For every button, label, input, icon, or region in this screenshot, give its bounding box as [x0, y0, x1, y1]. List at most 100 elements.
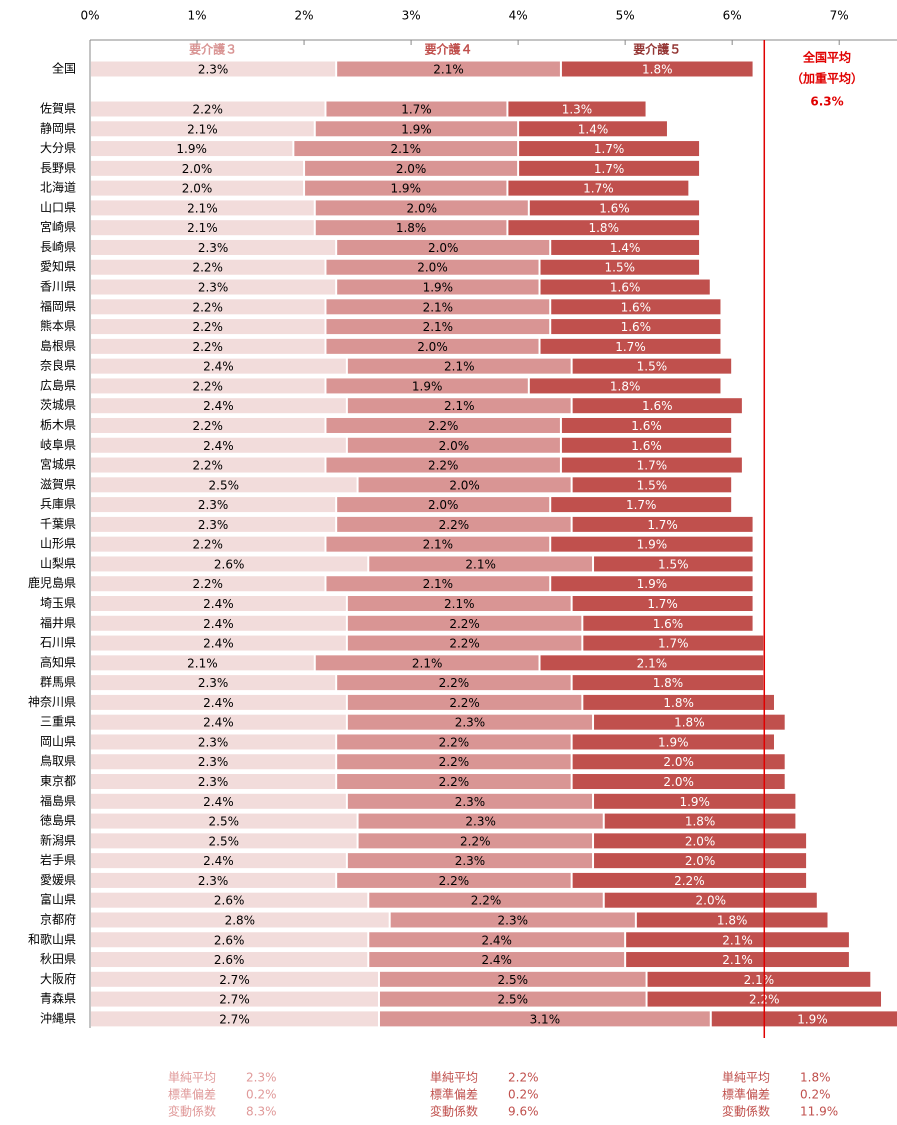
- legend-label: 要介護４: [425, 42, 473, 57]
- x-tick-label: 2%: [295, 9, 314, 23]
- value-label: 2.2%: [428, 459, 459, 473]
- value-label: 2.5%: [498, 993, 529, 1007]
- value-label: 2.4%: [203, 597, 234, 611]
- value-label: 2.1%: [444, 360, 475, 374]
- value-label: 2.2%: [192, 261, 223, 275]
- bar-segment: [583, 615, 753, 631]
- category-label: 石川県: [40, 636, 76, 650]
- category-label: 福島県: [40, 793, 76, 808]
- summary-value: 11.9%: [800, 1105, 838, 1119]
- value-label: 2.2%: [439, 755, 470, 769]
- legend-label: 要介護３: [189, 42, 237, 57]
- value-label: 2.1%: [187, 656, 218, 670]
- summary-label: 変動係数: [430, 1104, 478, 1119]
- category-label: 秋田県: [40, 952, 76, 966]
- bar-segment: [594, 556, 753, 572]
- bar-segment: [91, 754, 336, 770]
- value-label: 1.6%: [653, 617, 684, 631]
- x-tick-label: 1%: [188, 9, 207, 23]
- value-label: 2.2%: [428, 419, 459, 433]
- bar-segment: [91, 635, 346, 651]
- value-label: 2.0%: [449, 478, 480, 492]
- bar-segment: [604, 813, 796, 829]
- category-label: 島根県: [40, 338, 76, 353]
- category-label: 広島県: [40, 377, 76, 392]
- value-label: 2.4%: [203, 854, 234, 868]
- bar-segment: [305, 160, 518, 176]
- bar-segment: [315, 220, 507, 236]
- bar-segment: [326, 457, 560, 473]
- bar-segment: [315, 200, 528, 216]
- bar-segment: [91, 952, 368, 968]
- summary-label: 単純平均: [430, 1071, 478, 1085]
- bar-segment: [347, 853, 593, 869]
- category-label: 富山県: [40, 892, 76, 907]
- bar-segment: [572, 398, 742, 414]
- value-label: 2.0%: [685, 854, 716, 868]
- value-label: 2.0%: [428, 498, 459, 512]
- value-label: 2.3%: [198, 755, 229, 769]
- value-label: 1.8%: [674, 716, 705, 730]
- bar-segment: [315, 121, 518, 137]
- bar-segment: [572, 358, 732, 374]
- x-tick-label: 0%: [80, 9, 99, 23]
- bar-segment: [91, 596, 346, 611]
- value-label: 2.0%: [696, 894, 727, 908]
- bar-segment: [369, 892, 603, 908]
- value-label: 2.2%: [471, 894, 502, 908]
- value-label: 2.0%: [685, 834, 716, 848]
- value-label: 1.7%: [647, 518, 678, 532]
- bar-segment: [326, 319, 550, 335]
- value-label: 2.4%: [203, 617, 234, 631]
- bar-segment: [594, 833, 807, 849]
- value-label: 2.2%: [460, 834, 491, 848]
- bar-segment: [91, 457, 325, 473]
- value-label: 1.8%: [685, 815, 716, 829]
- category-label: 岐阜県: [40, 438, 76, 452]
- value-label: 2.2%: [192, 419, 223, 433]
- value-label: 1.4%: [610, 241, 641, 255]
- value-label: 2.0%: [663, 775, 694, 789]
- value-label: 2.3%: [465, 815, 496, 829]
- value-label: 1.4%: [578, 122, 609, 136]
- bar-segment: [91, 932, 368, 948]
- value-label: 2.3%: [455, 716, 486, 730]
- bar-segment: [337, 754, 571, 770]
- value-label: 2.2%: [439, 775, 470, 789]
- value-label: 2.7%: [219, 1012, 250, 1026]
- bar-segment: [551, 239, 700, 255]
- category-label: 全国: [52, 61, 76, 76]
- value-label: 2.1%: [423, 538, 454, 552]
- value-label: 3.1%: [530, 1012, 561, 1026]
- bar-segment: [91, 497, 336, 513]
- summary-label: 単純平均: [168, 1071, 216, 1085]
- category-label: 静岡県: [40, 121, 76, 135]
- summary-value: 0.2%: [246, 1088, 277, 1102]
- value-label: 2.4%: [203, 439, 234, 453]
- category-label: 宮崎県: [40, 219, 76, 234]
- summary-value: 9.6%: [508, 1105, 539, 1119]
- category-label: 鳥取県: [40, 753, 76, 768]
- bar-segment: [91, 833, 357, 849]
- bar-segment: [519, 141, 700, 157]
- value-label: 2.3%: [198, 735, 229, 749]
- value-label: 2.3%: [455, 795, 486, 809]
- value-label: 2.1%: [187, 122, 218, 136]
- category-label: 東京都: [40, 774, 76, 788]
- value-label: 1.9%: [679, 795, 710, 809]
- bar-segment: [561, 417, 732, 433]
- value-label: 1.9%: [658, 735, 689, 749]
- category-label: 宮城県: [40, 457, 76, 472]
- value-label: 2.2%: [449, 637, 480, 651]
- category-label: 山梨県: [40, 556, 76, 570]
- category-label: 神奈川県: [28, 695, 76, 709]
- value-label: 2.0%: [428, 241, 459, 255]
- bar-segment: [379, 971, 646, 987]
- value-label: 2.1%: [444, 597, 475, 611]
- bar-segment: [358, 477, 571, 493]
- bar-segment: [369, 932, 625, 948]
- bar-segment: [508, 220, 700, 236]
- bar-segment: [91, 338, 325, 354]
- value-label: 1.6%: [621, 320, 652, 334]
- value-label: 1.9%: [637, 538, 668, 552]
